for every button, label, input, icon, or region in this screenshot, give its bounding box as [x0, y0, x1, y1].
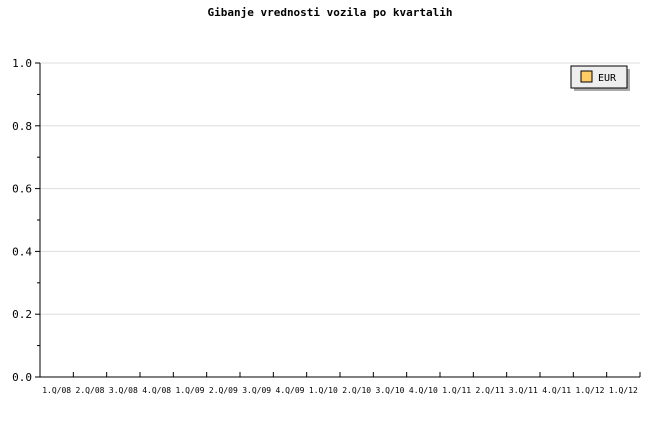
x-tick-label: 4.Q/11: [542, 386, 571, 395]
x-tick-label: 3.Q/08: [109, 386, 138, 395]
x-tick-label: 1.Q/12: [576, 386, 605, 395]
x-tick-label: 2.Q/08: [76, 386, 105, 395]
x-tick-label: 1.Q/08: [42, 386, 71, 395]
chart-title: Gibanje vrednosti vozila po kvartalih: [207, 6, 452, 19]
x-tick-label: 3.Q/11: [509, 386, 538, 395]
y-tick-label: 0.0: [12, 371, 32, 384]
x-tick-label: 1.Q/10: [309, 386, 338, 395]
x-tick-label: 1.Q/09: [176, 386, 205, 395]
legend: EUR: [570, 65, 630, 91]
y-tick-label: 0.8: [12, 120, 32, 133]
x-tick-label: 2.Q/11: [476, 386, 505, 395]
x-tick-label: 1.Q/11: [442, 386, 471, 395]
x-tick-label: 3.Q/10: [376, 386, 405, 395]
x-tick-label: 4.Q/08: [142, 386, 171, 395]
y-tick-label: 1.0: [12, 57, 32, 70]
y-tick-label: 0.6: [12, 183, 32, 196]
x-tick-label: 4.Q/10: [409, 386, 438, 395]
x-tick-label: 4.Q/09: [276, 386, 305, 395]
x-tick-label: 3.Q/09: [242, 386, 271, 395]
legend-label-eur: EUR: [598, 73, 617, 84]
x-tick-label: 2.Q/10: [342, 386, 371, 395]
x-tick-label: 2.Q/09: [209, 386, 238, 395]
legend-swatch-eur: [580, 70, 593, 83]
x-tick-label: 1.Q/12: [609, 386, 638, 395]
y-tick-label: 0.4: [12, 245, 32, 258]
y-tick-label: 0.2: [12, 308, 32, 321]
